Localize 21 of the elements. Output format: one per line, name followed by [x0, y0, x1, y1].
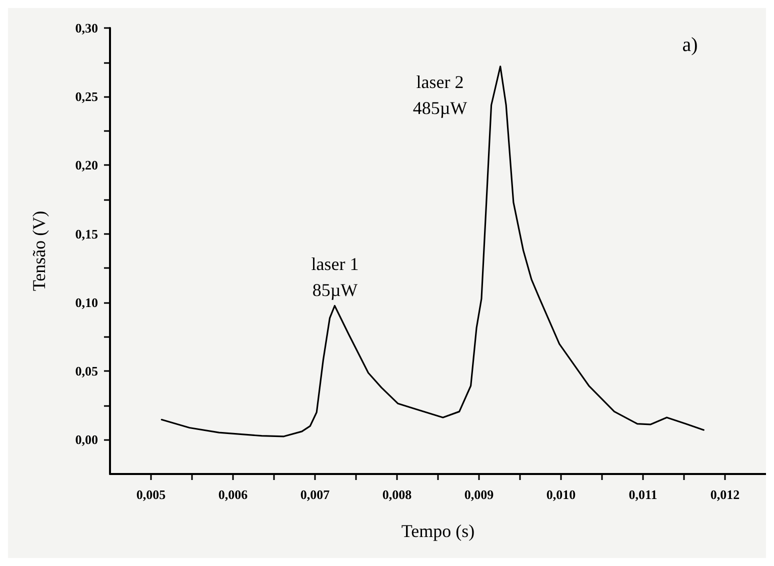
x-tick-label: 0,006 — [218, 487, 248, 502]
y-axis-title: Tensão (V) — [29, 210, 49, 292]
y-tick-label: 0,30 — [75, 20, 98, 36]
x-tick-label: 0,012 — [710, 487, 740, 502]
x-tick-label: 0,009 — [464, 487, 494, 502]
x-tick-label: 0,010 — [546, 487, 576, 502]
x-tick-label: 0,007 — [300, 487, 330, 502]
y-tick-label: 0,25 — [75, 89, 98, 104]
y-tick-label: 0,20 — [75, 158, 98, 173]
y-tick-label: 0,15 — [75, 226, 98, 242]
annotation: a) — [682, 34, 698, 56]
annotation: laser 1 85µW — [311, 254, 359, 300]
y-tick-label: 0,00 — [75, 432, 98, 448]
x-tick-label: 0,011 — [628, 487, 658, 502]
annotation: laser 2 485µW — [412, 72, 468, 118]
x-tick-label: 0,008 — [382, 487, 412, 502]
x-axis-title: Tempo (s) — [401, 521, 475, 541]
y-tick-label: 0,10 — [75, 294, 98, 310]
x-tick-label: 0,005 — [136, 487, 166, 502]
y-tick-label: 0,05 — [75, 364, 98, 379]
line-series — [160, 66, 704, 438]
